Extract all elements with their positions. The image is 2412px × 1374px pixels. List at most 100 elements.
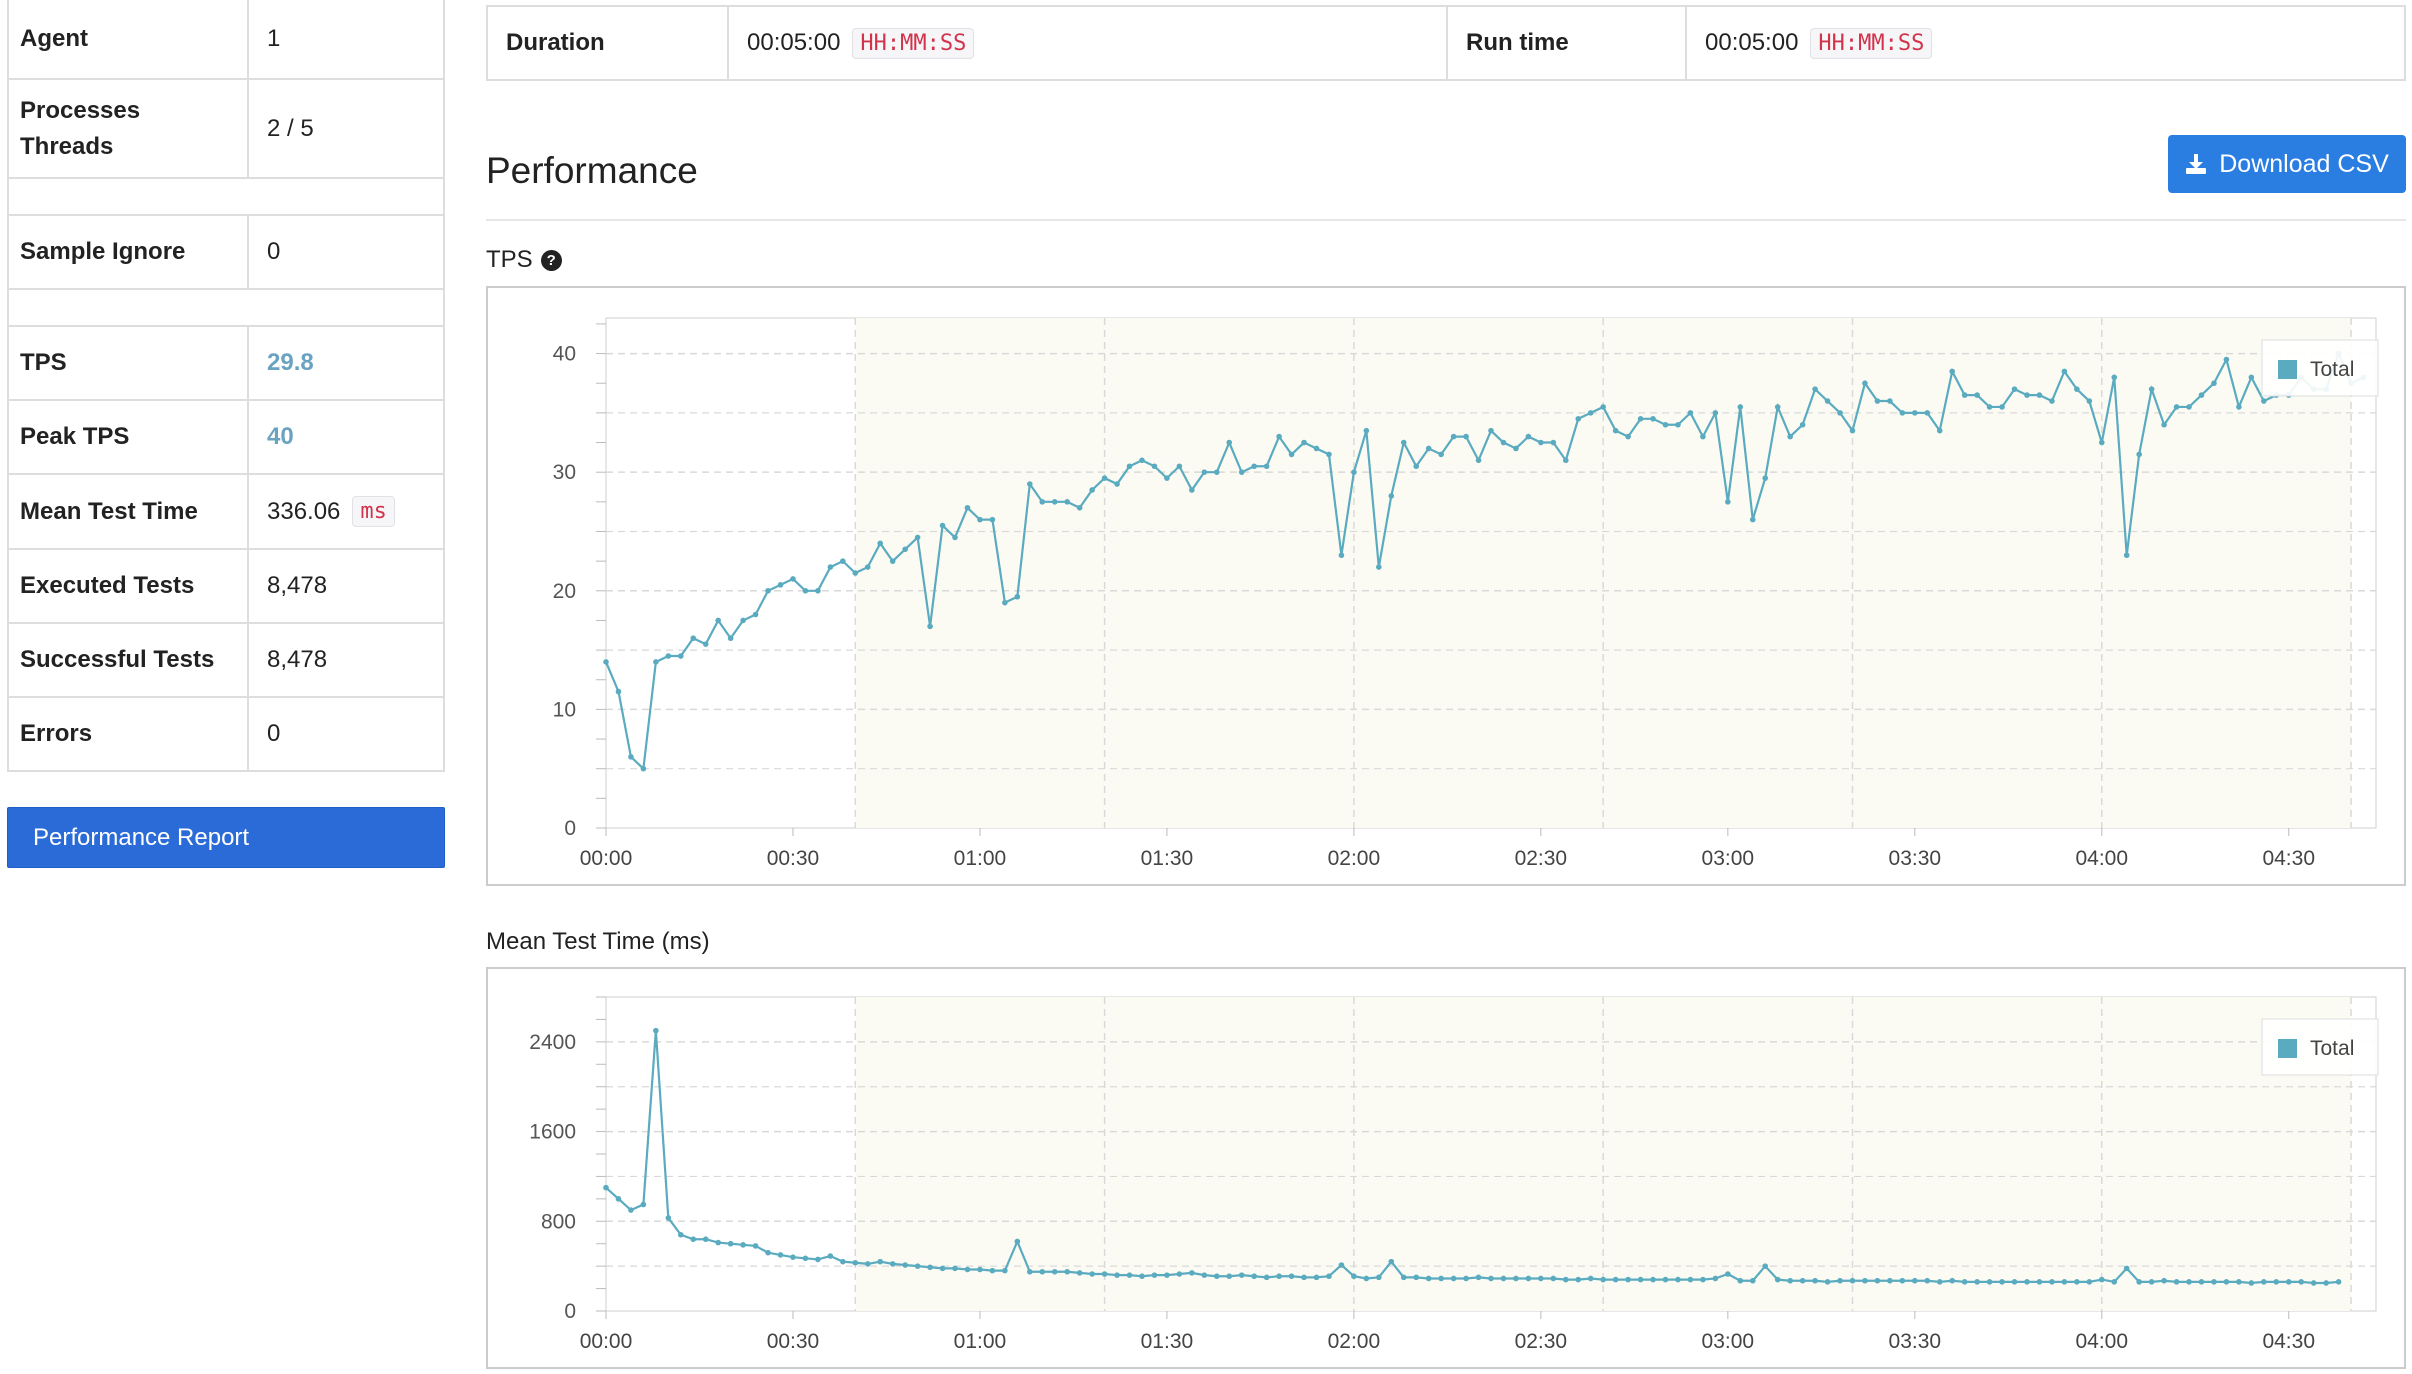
data-point (1139, 1273, 1145, 1280)
x-tick-label: 04:00 (2075, 1330, 2128, 1353)
data-point (1513, 445, 1519, 452)
data-point (1425, 1275, 1432, 1282)
summary-value: 2 / 5 (267, 114, 314, 142)
performance-report-button[interactable]: Performance Report (7, 807, 445, 868)
data-point (1288, 451, 1295, 458)
data-point (603, 659, 609, 665)
data-point (964, 1266, 971, 1273)
data-point (802, 1255, 809, 1262)
data-point (727, 1240, 734, 1247)
y-tick-label: 30 (553, 461, 576, 484)
summary-row: Successful Tests 8,478 (9, 624, 443, 698)
data-point (702, 641, 709, 647)
y-tick-label: 800 (541, 1210, 576, 1233)
summary-value-cell: 29.8 (249, 327, 443, 399)
data-point (2173, 1279, 2180, 1285)
legend-label: Total (2310, 1037, 2354, 1060)
data-point (2148, 1279, 2155, 1285)
data-point (2024, 1279, 2030, 1285)
data-point (1737, 404, 1744, 410)
data-point (1949, 1277, 1955, 1284)
data-point (1562, 1276, 1569, 1283)
data-point (1475, 1274, 1482, 1281)
summary-value: 336.06 (267, 497, 341, 525)
data-point (1338, 552, 1345, 559)
y-tick-label: 2400 (529, 1031, 576, 1054)
data-point (628, 754, 634, 760)
data-point (2273, 1279, 2280, 1285)
data-point (1874, 398, 1881, 404)
data-point (2248, 374, 2255, 381)
data-point (2335, 1279, 2342, 1285)
summary-row: Mean Test Time 336.06 ms (9, 475, 443, 550)
data-point (1376, 564, 1382, 570)
data-point (1675, 421, 1681, 428)
data-point (1276, 433, 1282, 440)
data-point (1824, 1279, 1831, 1285)
data-point (2173, 404, 2180, 410)
data-point (1226, 1273, 1233, 1280)
data-point (1575, 416, 1582, 422)
data-point (1089, 487, 1095, 493)
data-point (690, 635, 697, 642)
data-point (1126, 1272, 1133, 1278)
question-circle-icon[interactable]: ? (540, 249, 562, 271)
data-point (1438, 451, 1444, 458)
data-point (1151, 463, 1158, 470)
data-point (1101, 475, 1108, 481)
x-tick-label: 00:30 (767, 1330, 820, 1353)
duration-table: Duration 00:05:00 HH:MM:SS Run time 00:0… (486, 5, 2406, 81)
runtime-unit-badge: HH:MM:SS (1810, 27, 1933, 59)
y-tick-label: 0 (564, 1300, 576, 1323)
data-point (2049, 1279, 2055, 1285)
data-point (2098, 1276, 2105, 1283)
summary-value-cell: 8,478 (249, 550, 443, 622)
data-point (1463, 433, 1469, 440)
data-point (1749, 516, 1756, 523)
data-point (1326, 1273, 1332, 1280)
data-point (2223, 1279, 2230, 1285)
data-point (790, 1254, 796, 1260)
x-tick-label: 02:30 (1515, 847, 1568, 870)
data-point (1326, 451, 1332, 458)
data-point (2248, 1280, 2255, 1286)
data-point (1712, 1275, 1719, 1282)
data-point (702, 1236, 709, 1243)
data-point (1912, 410, 1918, 416)
data-point (1002, 599, 1008, 606)
data-point (1999, 1279, 2005, 1285)
data-point (777, 1252, 784, 1258)
data-point (1039, 1268, 1046, 1275)
data-point (1936, 1279, 1943, 1285)
summary-value-cell: 40 (249, 401, 443, 473)
data-point (665, 653, 672, 659)
tps-section-label: TPS ? (486, 246, 562, 274)
download-csv-button[interactable]: Download CSV (2168, 135, 2406, 193)
data-point (2086, 398, 2093, 404)
data-point (1687, 1276, 1694, 1283)
data-point (964, 504, 971, 511)
data-point (840, 558, 846, 564)
data-point (1725, 1271, 1731, 1277)
data-point (2098, 439, 2105, 446)
data-point (2161, 1277, 2167, 1284)
data-point (1363, 1275, 1370, 1282)
data-point (1612, 427, 1619, 434)
chart-legend: Total (2261, 1018, 2379, 1076)
data-point (2061, 1279, 2068, 1285)
duration-label: Duration (488, 7, 729, 79)
data-point (1862, 380, 1868, 387)
data-point (889, 1261, 896, 1267)
data-point (952, 1265, 958, 1272)
data-point (1126, 463, 1133, 470)
data-point (1899, 410, 1906, 416)
data-point (1587, 410, 1594, 416)
data-point (2136, 1279, 2142, 1285)
data-point (1238, 469, 1245, 475)
y-tick-label: 0 (564, 817, 576, 840)
duration-unit-badge: HH:MM:SS (852, 27, 975, 59)
summary-label: Sample Ignore (9, 216, 249, 288)
y-tick-label: 1600 (529, 1121, 576, 1144)
y-tick-label: 10 (553, 698, 576, 721)
data-point (765, 1249, 771, 1256)
